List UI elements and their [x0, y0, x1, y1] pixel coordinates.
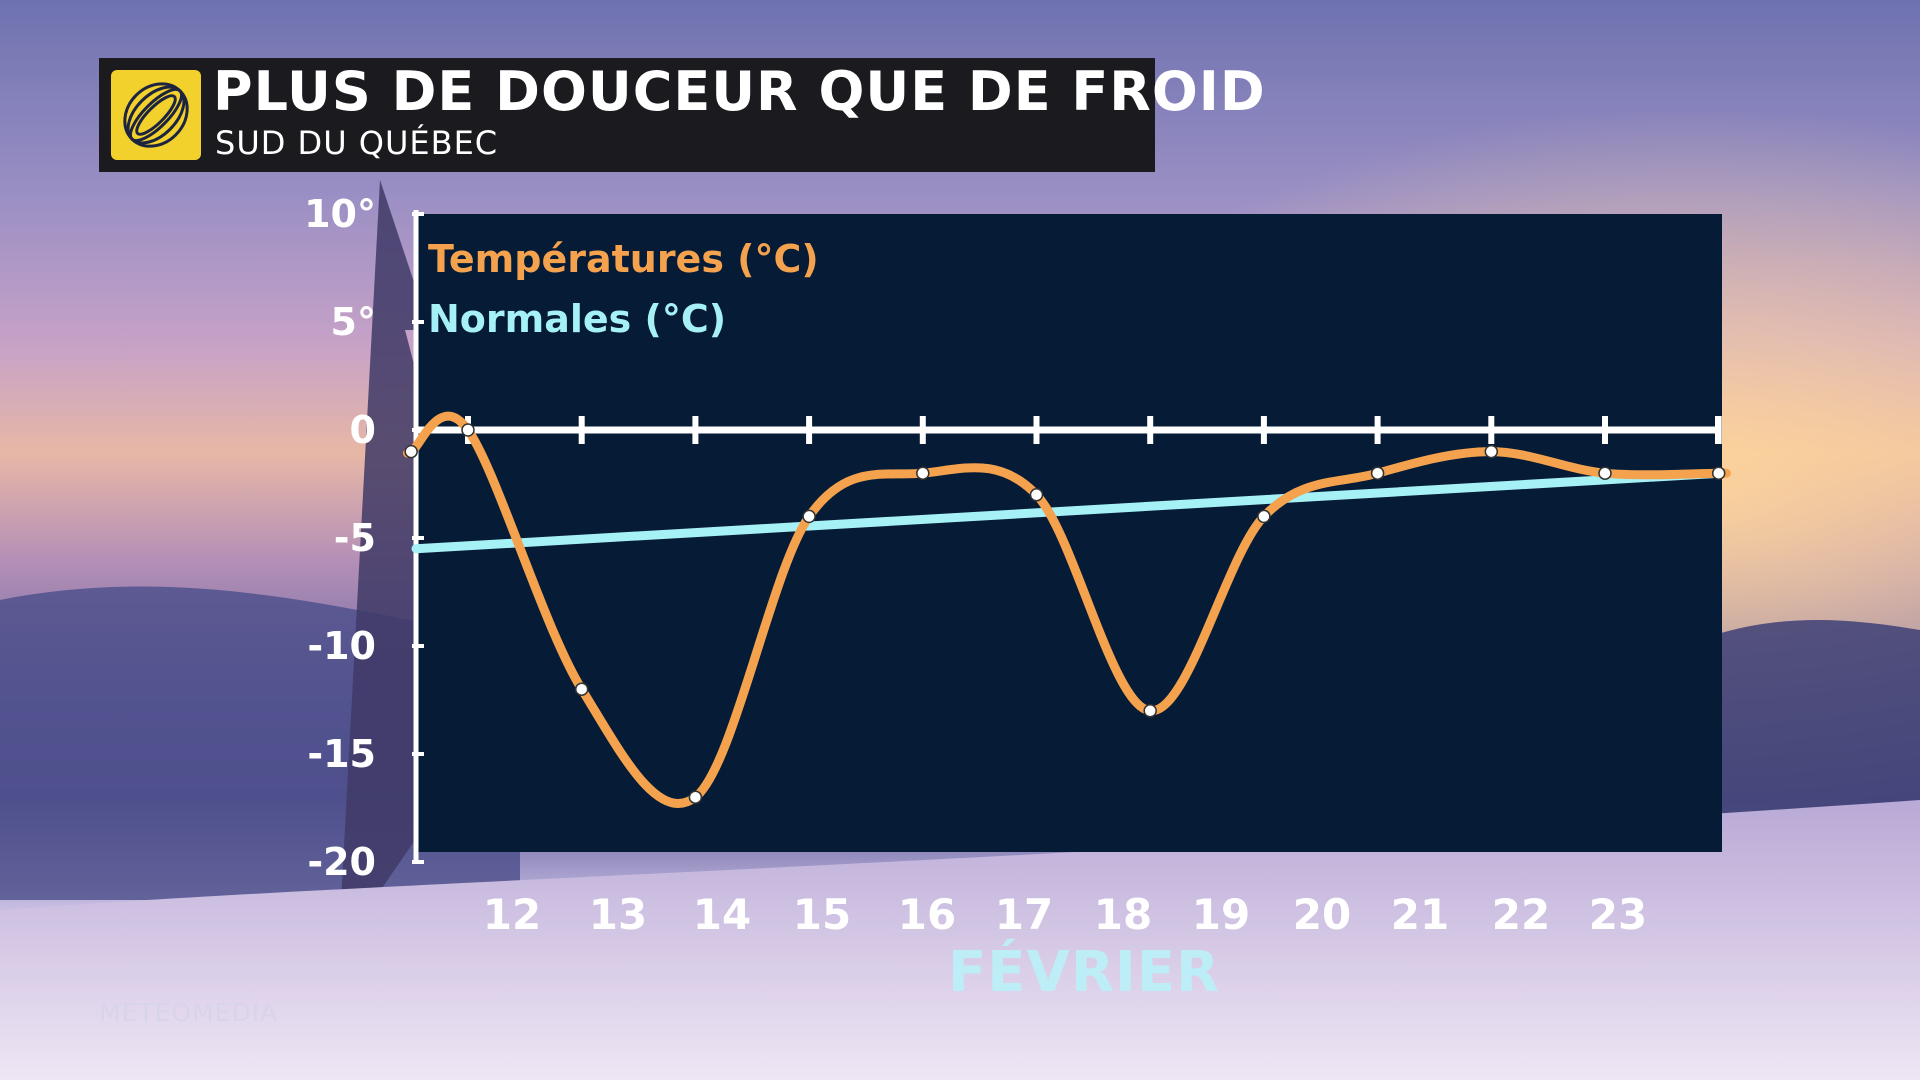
legend-temperatures: Températures (°C): [428, 237, 819, 281]
x-tick-label: 21: [1391, 890, 1449, 939]
legend: Températures (°C) Normales (°C): [428, 237, 819, 341]
y-axis: 10° 5° 0 -5 -10 -15 -20: [304, 192, 424, 884]
weather-network-logo: [111, 70, 201, 160]
y-tick-label: -10: [307, 624, 376, 668]
brand-watermark: MÉTÉOMÉDIA: [99, 998, 279, 1027]
y-tick-label: 0: [350, 408, 376, 452]
temperature-point: [1029, 488, 1044, 502]
y-tick-label: 10°: [304, 192, 376, 236]
header-banner: PLUS DE DOUCEUR QUE DE FROID SUD DU QUÉB…: [99, 58, 1265, 172]
x-tick-label: 13: [589, 890, 647, 939]
x-tick-label: 14: [693, 890, 751, 939]
temperature-point: [1711, 466, 1726, 480]
y-tick-label: 5°: [331, 300, 376, 344]
temperature-point: [1143, 704, 1157, 718]
x-tick-label: 22: [1492, 890, 1550, 939]
snow-field: [0, 800, 1920, 1080]
x-tick-label: 16: [898, 890, 956, 939]
x-axis-labels: 12 13 14 15 16 17 18 19 20 21 22 23: [483, 890, 1647, 939]
temperature-point: [688, 790, 703, 804]
legend-normales: Normales (°C): [428, 297, 726, 341]
temperature-point: [916, 466, 930, 480]
x-tick-label: 12: [483, 890, 541, 939]
y-tick-label: -20: [307, 840, 376, 884]
page-subtitle: SUD DU QUÉBEC: [215, 124, 499, 162]
temperature-point: [404, 444, 418, 459]
x-tick-label: 15: [793, 890, 851, 939]
temperature-point: [1484, 444, 1499, 459]
x-tick-label: 20: [1293, 890, 1351, 939]
y-tick-label: -5: [334, 516, 376, 560]
x-tick-label: 23: [1589, 890, 1647, 939]
temperature-point: [461, 423, 475, 437]
x-axis-title: FÉVRIER: [948, 940, 1221, 1005]
x-tick-label: 19: [1192, 890, 1250, 939]
swirl-logo-icon: [123, 82, 189, 148]
x-tick-label: 17: [995, 890, 1053, 939]
y-tick-label: -15: [307, 732, 376, 776]
distant-forest: [1700, 620, 1920, 840]
data-points: [404, 423, 1726, 804]
temperature-point: [1370, 466, 1385, 480]
x-tick-label: 18: [1094, 890, 1152, 939]
temperature-point: [1598, 466, 1612, 480]
temperature-point: [574, 682, 589, 696]
normals-line: [411, 468, 1725, 554]
temperature-point: [802, 509, 816, 524]
page-title: PLUS DE DOUCEUR QUE DE FROID: [213, 60, 1266, 123]
temperature-point: [1257, 509, 1271, 524]
